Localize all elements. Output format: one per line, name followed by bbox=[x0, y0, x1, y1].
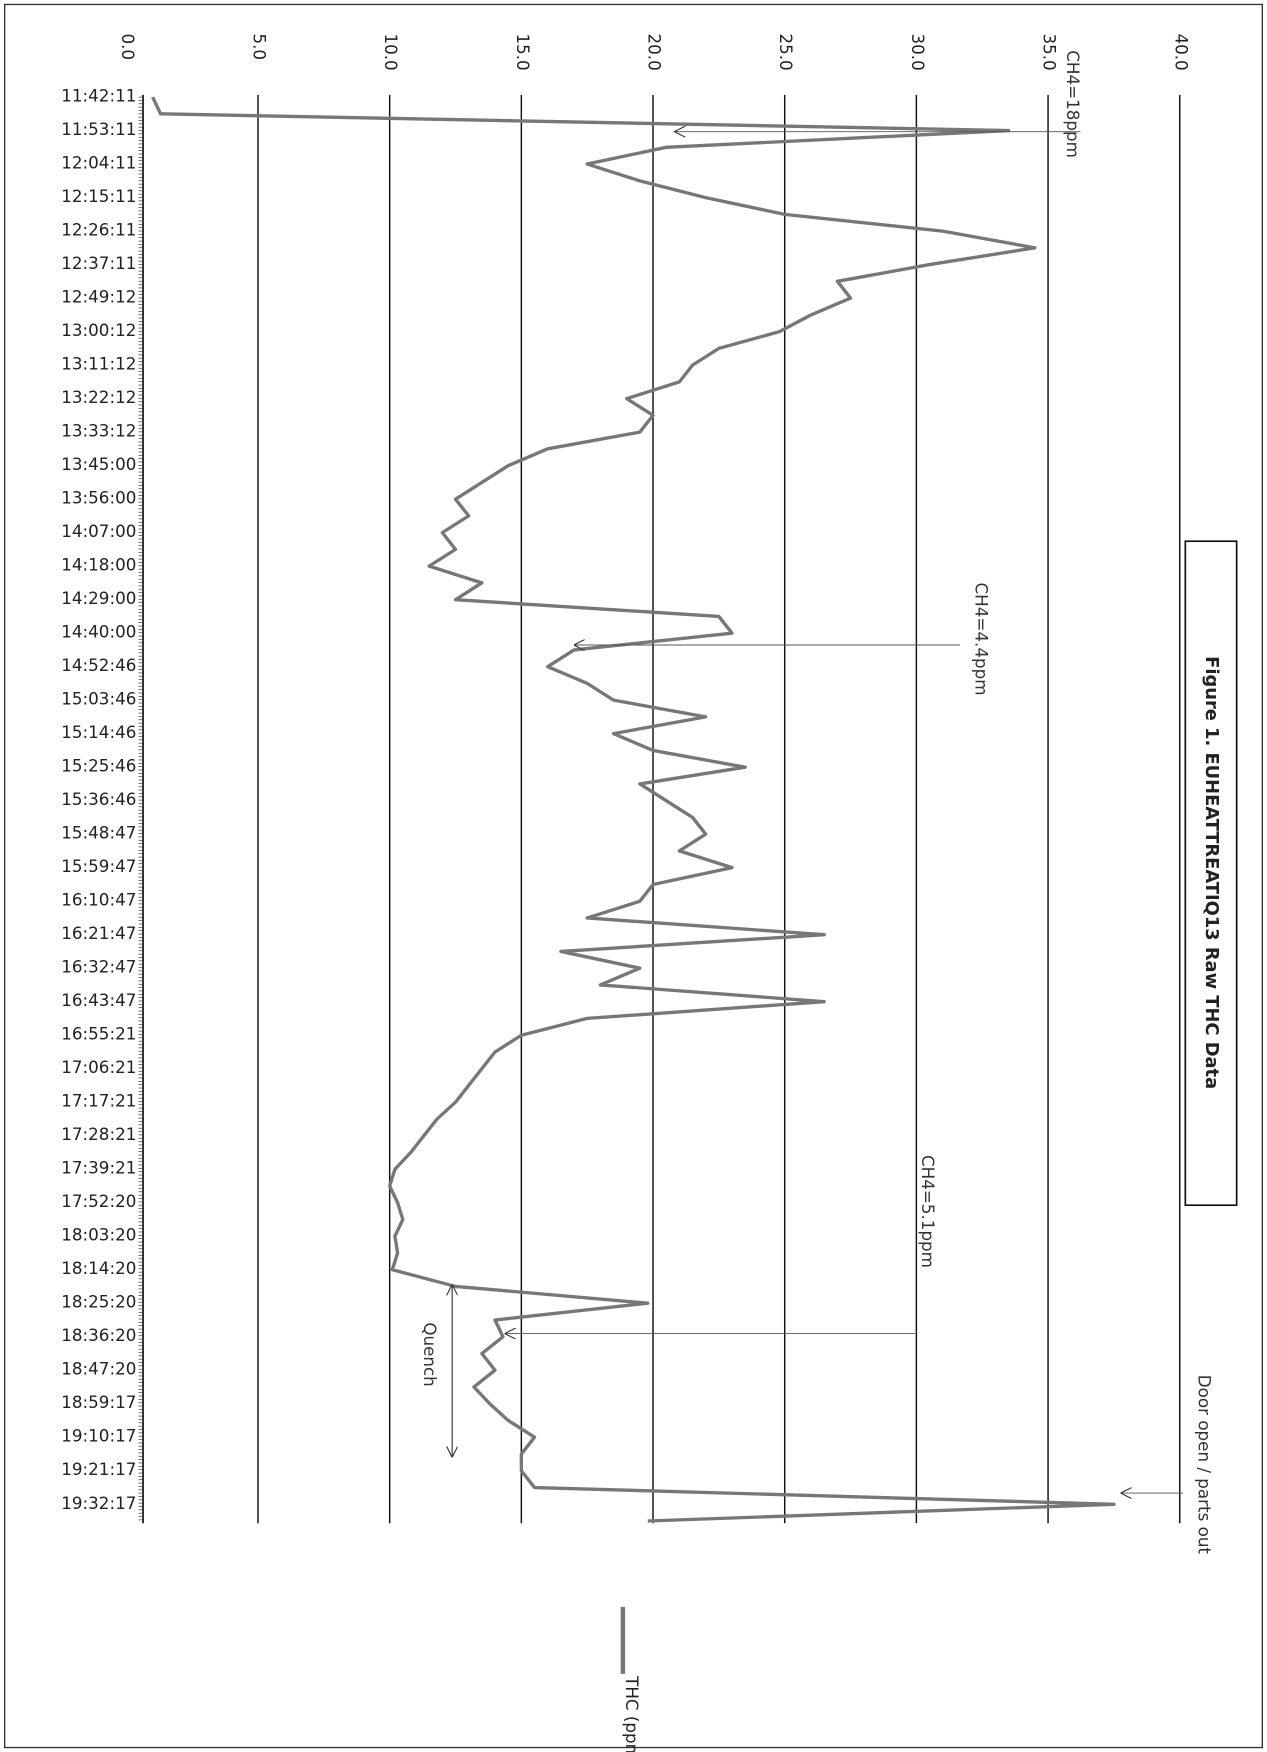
frame bbox=[4, 3, 1263, 1749]
annotation: CH4=5.1ppm bbox=[918, 1155, 938, 1268]
x-tick-label: 17:52:20 bbox=[61, 1191, 136, 1211]
x-tick-label: 11:53:11 bbox=[61, 119, 136, 139]
title-box bbox=[1184, 540, 1238, 1207]
x-tick-label: 15:36:46 bbox=[61, 789, 136, 809]
x-tick-label: 13:33:12 bbox=[61, 421, 136, 441]
annotation: CH4=18ppm bbox=[1063, 50, 1083, 158]
y-tick-label: 25.0 bbox=[776, 33, 796, 70]
x-tick-label: 16:21:47 bbox=[61, 923, 136, 943]
x-tick-label: 15:14:46 bbox=[61, 722, 136, 742]
x-tick-label: 18:14:20 bbox=[61, 1258, 136, 1278]
x-tick-label: 15:48:47 bbox=[61, 823, 136, 843]
x-tick-label: 19:32:17 bbox=[61, 1493, 136, 1513]
x-tick-label: 11:42:11 bbox=[61, 86, 136, 106]
x-tick-label: 18:25:20 bbox=[61, 1292, 136, 1312]
chart-title: Figure 1. EUHEATTREATIQ13 Raw THC Data bbox=[1201, 656, 1222, 1089]
x-tick-label: 18:47:20 bbox=[61, 1359, 136, 1379]
x-tick-label: 14:29:00 bbox=[61, 588, 136, 608]
x-tick-label: 12:15:11 bbox=[61, 186, 136, 206]
x-tick-label: 17:39:21 bbox=[61, 1158, 136, 1178]
annotation: Door open / parts out bbox=[1195, 1375, 1215, 1555]
x-tick-label: 12:04:11 bbox=[61, 153, 136, 173]
plot-area: 0.0 5.0 10.0 15.0 20.0 25.0 30.0 35.0 40.0 11:42:… bbox=[61, 33, 1191, 1524]
annotation: CH4=4.4ppm bbox=[971, 583, 991, 696]
y-tick-label: 15.0 bbox=[513, 33, 533, 70]
x-tick-label: 13:00:12 bbox=[61, 320, 136, 340]
x-tick-label: 16:32:47 bbox=[61, 957, 136, 977]
x-tick-label: 13:56:00 bbox=[61, 488, 136, 508]
x-tick-label: 18:36:20 bbox=[61, 1325, 136, 1345]
x-tick-label: 19:21:17 bbox=[61, 1459, 136, 1479]
x-tick-label: 12:26:11 bbox=[61, 220, 136, 240]
x-tick-label: 14:07:00 bbox=[61, 521, 136, 541]
annotation: Quench bbox=[420, 1322, 440, 1386]
x-tick-label: 15:59:47 bbox=[61, 856, 136, 876]
x-tick-label: 17:28:21 bbox=[61, 1124, 136, 1144]
x-tick-label: 16:55:21 bbox=[61, 1024, 136, 1044]
x-tick-label: 14:18:00 bbox=[61, 555, 136, 575]
y-tick-label: 10.0 bbox=[381, 33, 401, 70]
y-tick-label: 30.0 bbox=[908, 33, 928, 70]
x-tick-label: 12:49:12 bbox=[61, 287, 136, 307]
x-tick-label: 14:52:46 bbox=[61, 655, 136, 675]
x-tick-label: 13:11:12 bbox=[61, 354, 136, 374]
x-tick-label: 13:22:12 bbox=[61, 387, 136, 407]
x-tick-label: 18:03:20 bbox=[61, 1225, 136, 1245]
x-tick-label: 13:45:00 bbox=[61, 454, 136, 474]
x-tick-label: 15:25:46 bbox=[61, 756, 136, 776]
data-line bbox=[151, 96, 1116, 1523]
x-tick-label: 16:43:47 bbox=[61, 990, 136, 1010]
x-tick-label: 17:17:21 bbox=[61, 1091, 136, 1111]
y-tick-label: 5.0 bbox=[249, 33, 269, 60]
y-tick-label: 35.0 bbox=[1040, 33, 1060, 70]
x-tick-label: 14:40:00 bbox=[61, 622, 136, 642]
x-tick-label: 18:59:17 bbox=[61, 1392, 136, 1412]
x-tick-label: 19:10:17 bbox=[61, 1426, 136, 1446]
y-tick-label: 20.0 bbox=[645, 33, 665, 70]
x-tick-label: 12:37:11 bbox=[61, 253, 136, 273]
x-tick-label: 16:10:47 bbox=[61, 890, 136, 910]
y-tick-label: 40.0 bbox=[1171, 33, 1191, 70]
x-tick-label: 15:03:46 bbox=[61, 689, 136, 709]
x-tick-label: 17:06:21 bbox=[61, 1057, 136, 1077]
legend-label: THC (ppm) bbox=[622, 1675, 642, 1752]
y-tick-label: 0.0 bbox=[118, 33, 138, 60]
